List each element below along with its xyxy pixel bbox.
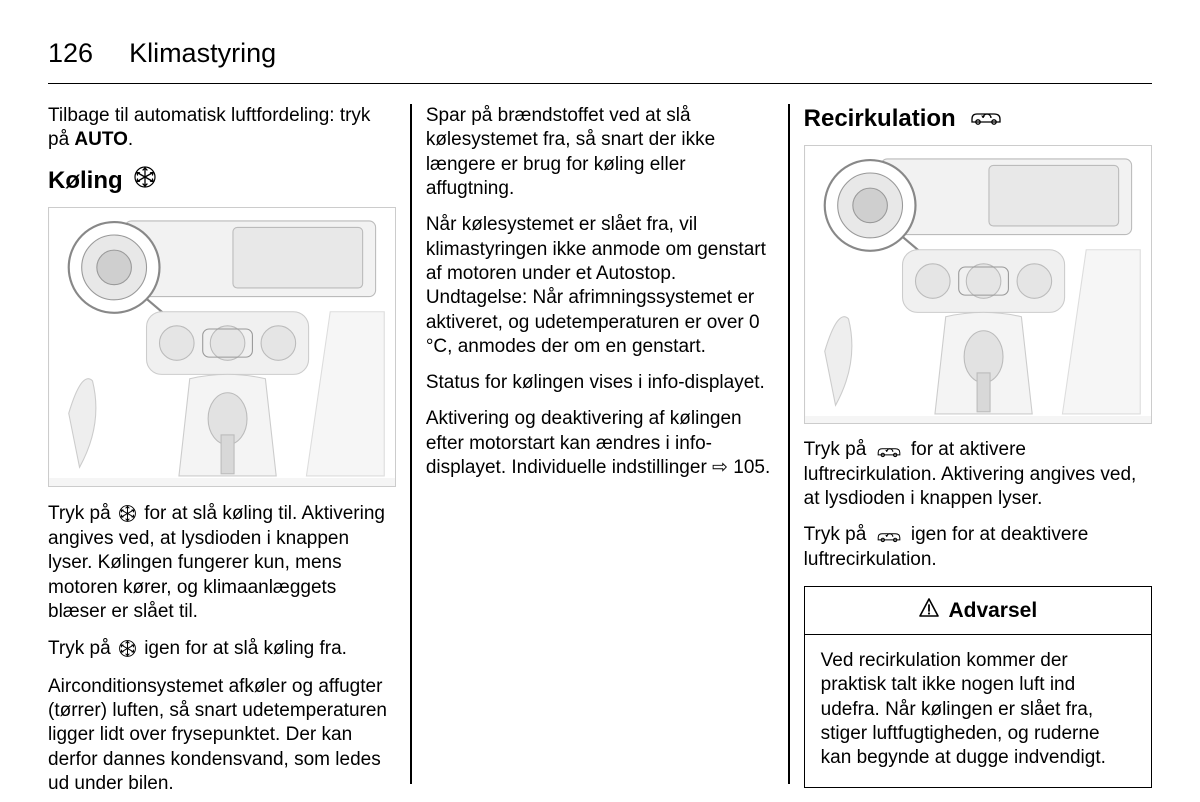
warning-title: Advarsel (805, 587, 1151, 635)
col2-p3: Status for kølingen vises i info-display… (426, 371, 774, 395)
chapter-title: Klimastyring (129, 38, 276, 69)
snowflake-icon (133, 165, 157, 198)
col1-p2b: igen for at slå køling fra. (139, 639, 347, 660)
col1-p2a: Tryk på (48, 639, 116, 660)
dashboard-figure-cooling (48, 207, 396, 486)
page-header: 126 Klimastyring (48, 38, 1152, 81)
col3-p2: Tryk på igen for at deaktivere luftrecir… (804, 523, 1152, 572)
col3-p1: Tryk på for at aktivere luftrecirkulatio… (804, 438, 1152, 511)
col1-heading-text: Køling (48, 166, 123, 197)
col2-p4: Aktivering og deaktivering af kølingen e… (426, 407, 774, 480)
col1-p2: Tryk på igen for at slå køling fra. (48, 636, 396, 662)
auto-label: AUTO (74, 129, 127, 150)
col1-p1a: Tryk på (48, 503, 116, 524)
warning-icon (918, 597, 940, 626)
dashboard-figure-recirc (804, 145, 1152, 424)
manual-page: 126 Klimastyring Tilbage til automatisk … (0, 0, 1200, 802)
recirculation-icon (874, 441, 904, 465)
col1-p3: Airconditionsystemet afkøler og affugter… (48, 675, 396, 797)
header-divider (48, 83, 1152, 84)
col1-intro-text-2: . (128, 129, 133, 150)
col3-p1a: Tryk på (804, 439, 872, 460)
col2-p1: Spar på brændstoffet ved at slå kølesyst… (426, 104, 774, 201)
recirculation-icon (966, 104, 1006, 135)
snowflake-icon (118, 639, 137, 665)
column-1: Tilbage til automatisk luftfordeling: tr… (48, 104, 410, 784)
col3-heading: Recirkulation (804, 104, 1152, 135)
column-2: Spar på brændstoffet ved at slå kølesyst… (412, 104, 788, 784)
warning-title-text: Advarsel (948, 598, 1037, 625)
col1-intro: Tilbage til automatisk luftfordeling: tr… (48, 104, 396, 153)
col2-p4-ref: ⇨ 105. (712, 457, 770, 478)
col2-p4a: Aktivering og deaktivering af kølingen e… (426, 408, 742, 478)
snowflake-icon (118, 504, 137, 530)
col3-heading-text: Recirkulation (804, 104, 956, 135)
warning-box: Advarsel Ved recirkulation kommer der pr… (804, 586, 1152, 787)
col1-heading: Køling (48, 165, 396, 198)
warning-body: Ved recirkulation kommer der praktisk ta… (805, 635, 1151, 787)
col2-p2: Når kølesystemet er slået fra, vil klima… (426, 213, 774, 359)
recirculation-icon (874, 526, 904, 550)
col3-p2a: Tryk på (804, 524, 872, 545)
content-columns: Tilbage til automatisk luftfordeling: tr… (48, 104, 1152, 784)
column-3: Recirkulation Tryk på for at aktivere lu… (790, 104, 1152, 784)
page-number: 126 (48, 38, 93, 69)
col1-p1: Tryk på for at slå køling til. Aktiverin… (48, 501, 396, 625)
